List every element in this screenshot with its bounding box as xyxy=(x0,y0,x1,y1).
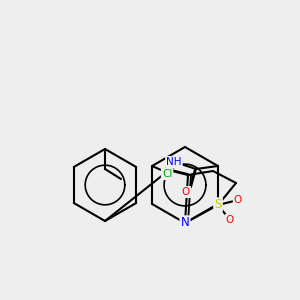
Text: NH: NH xyxy=(166,157,182,167)
Text: Cl: Cl xyxy=(162,169,172,179)
Text: S: S xyxy=(214,199,222,212)
Text: O: O xyxy=(182,187,190,197)
Text: O: O xyxy=(226,215,234,225)
Text: O: O xyxy=(163,166,171,176)
Text: N: N xyxy=(181,217,189,230)
Text: O: O xyxy=(234,195,242,205)
